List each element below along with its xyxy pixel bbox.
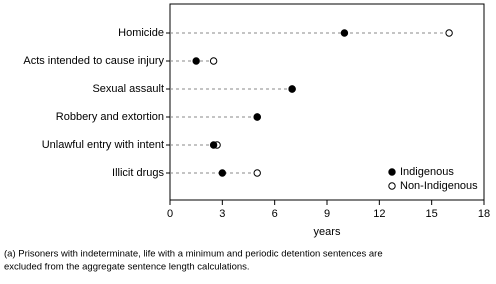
dot — [192, 57, 200, 65]
x-tick-label: 6 — [272, 208, 278, 220]
y-tick-label: Illicit drugs — [112, 167, 164, 179]
dot — [340, 29, 349, 37]
dot — [209, 141, 218, 149]
x-tick-label: 0 — [167, 208, 173, 220]
dot — [253, 169, 261, 177]
legend-label: Indigenous — [400, 166, 454, 178]
legend-marker — [388, 168, 396, 176]
legend-marker — [388, 182, 396, 190]
x-tick-label: 18 — [478, 208, 490, 220]
y-tick-label: Acts intended to cause injury — [23, 55, 164, 67]
dot — [288, 85, 296, 93]
y-tick-label: Robbery and extortion — [56, 111, 164, 123]
legend-label: Non-Indigenous — [400, 180, 478, 192]
dot — [209, 57, 218, 65]
x-tick-label: 15 — [426, 208, 438, 220]
dot — [253, 113, 261, 121]
x-tick-label: 3 — [219, 208, 225, 220]
x-tick-label: 12 — [373, 208, 385, 220]
x-tick-label: 9 — [324, 208, 330, 220]
y-tick-label: Sexual assault — [92, 83, 164, 95]
dot — [445, 29, 453, 37]
footnote: (a) Prisoners with indeterminate, life w… — [4, 249, 383, 260]
footnote: excluded from the aggregate sentence len… — [4, 262, 250, 273]
y-tick-label: Homicide — [118, 27, 164, 39]
dot — [218, 169, 227, 177]
y-tick-label: Unlawful entry with intent — [42, 139, 164, 151]
x-axis-label: years — [314, 226, 341, 238]
